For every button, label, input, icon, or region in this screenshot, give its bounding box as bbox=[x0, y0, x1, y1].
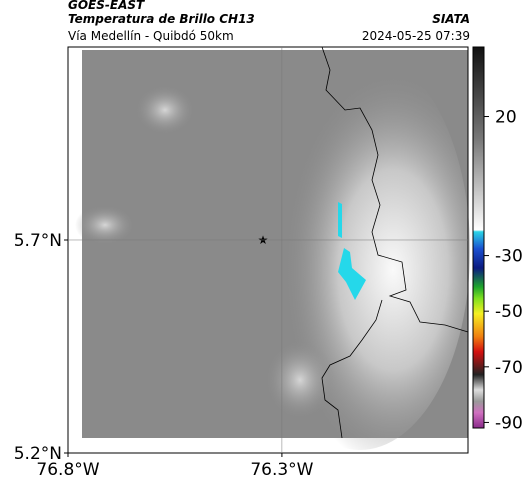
colorbar bbox=[472, 46, 485, 429]
colorbar-label: -50 bbox=[495, 302, 523, 322]
cold-top bbox=[338, 248, 366, 300]
cloud-spot bbox=[265, 340, 335, 420]
brand: SIATA bbox=[432, 12, 470, 26]
colorbar-label: -90 bbox=[495, 413, 523, 433]
map-area: ★ bbox=[75, 46, 470, 450]
lon-label: 76.8°W bbox=[36, 460, 99, 480]
colorbar-label: 20 bbox=[495, 108, 517, 128]
border-line bbox=[321, 46, 469, 333]
source: GOES-EAST bbox=[68, 0, 145, 12]
lat-label: 5.7°N bbox=[14, 231, 62, 251]
product: Temperatura de Brillo CH13 bbox=[68, 12, 255, 26]
cloud-spot bbox=[135, 85, 195, 135]
lat-label: 5.2°N bbox=[14, 444, 62, 464]
colorbar-label: -30 bbox=[495, 247, 523, 267]
region: Vía Medellín - Quibdó 50km bbox=[68, 29, 234, 43]
cold-top bbox=[338, 202, 342, 238]
map-frame bbox=[67, 46, 469, 454]
cloud-spot bbox=[75, 205, 135, 245]
colorbar-label: -70 bbox=[495, 358, 523, 378]
coastline bbox=[321, 299, 383, 439]
timestamp: 2024-05-25 07:39 bbox=[362, 29, 470, 43]
lon-label: 76.3°W bbox=[250, 460, 313, 480]
